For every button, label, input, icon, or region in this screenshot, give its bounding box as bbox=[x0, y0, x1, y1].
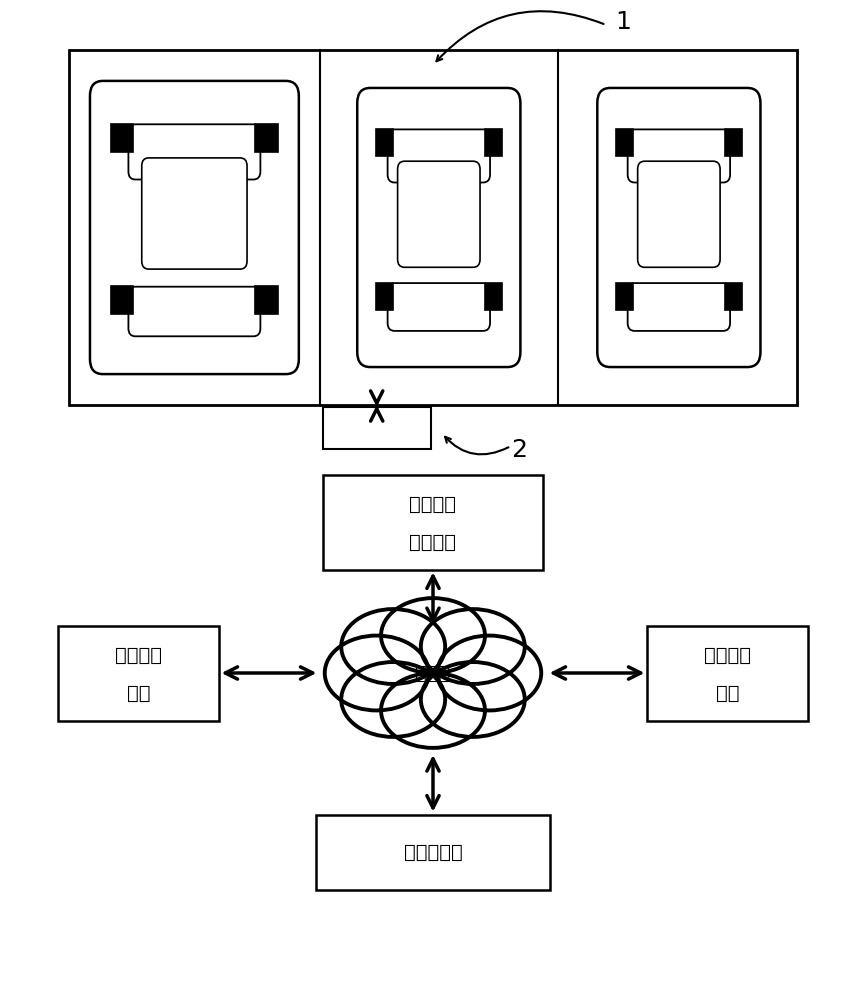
Bar bbox=[322, 475, 544, 570]
Ellipse shape bbox=[421, 609, 525, 684]
Bar bbox=[376, 129, 393, 156]
FancyBboxPatch shape bbox=[90, 81, 299, 374]
Bar bbox=[725, 129, 742, 156]
Text: 户端: 户端 bbox=[126, 684, 151, 702]
Ellipse shape bbox=[373, 637, 493, 709]
Bar bbox=[647, 626, 807, 720]
Text: 互联网: 互联网 bbox=[416, 664, 450, 682]
FancyBboxPatch shape bbox=[628, 129, 730, 182]
Bar bbox=[255, 124, 278, 152]
Text: 户端: 户端 bbox=[715, 684, 740, 702]
Ellipse shape bbox=[437, 636, 541, 710]
FancyBboxPatch shape bbox=[628, 283, 730, 331]
FancyBboxPatch shape bbox=[388, 129, 490, 182]
FancyBboxPatch shape bbox=[637, 161, 721, 267]
Bar bbox=[485, 283, 501, 310]
FancyBboxPatch shape bbox=[142, 158, 247, 269]
Bar bbox=[59, 626, 218, 720]
Bar bbox=[255, 286, 278, 314]
FancyBboxPatch shape bbox=[397, 161, 480, 267]
Text: 2: 2 bbox=[512, 438, 527, 462]
Bar bbox=[616, 129, 633, 156]
Ellipse shape bbox=[341, 609, 445, 684]
FancyBboxPatch shape bbox=[388, 283, 490, 331]
Bar bbox=[376, 283, 393, 310]
Ellipse shape bbox=[421, 662, 525, 737]
Text: 出租方客: 出租方客 bbox=[704, 646, 751, 664]
FancyBboxPatch shape bbox=[598, 88, 760, 367]
Bar bbox=[725, 283, 742, 310]
Bar bbox=[111, 286, 133, 314]
Bar bbox=[69, 50, 797, 405]
Text: 识别车闸: 识别车闸 bbox=[410, 532, 456, 552]
Text: 1: 1 bbox=[616, 10, 631, 34]
FancyBboxPatch shape bbox=[358, 88, 520, 367]
Ellipse shape bbox=[381, 673, 485, 748]
FancyBboxPatch shape bbox=[128, 124, 261, 180]
Ellipse shape bbox=[325, 636, 429, 710]
Bar bbox=[485, 129, 501, 156]
Bar bbox=[322, 407, 430, 449]
Ellipse shape bbox=[341, 662, 445, 737]
Bar bbox=[316, 814, 550, 890]
Text: 自动车牌: 自动车牌 bbox=[410, 494, 456, 514]
Text: 云端服务器: 云端服务器 bbox=[404, 842, 462, 861]
Bar bbox=[111, 124, 133, 152]
Ellipse shape bbox=[381, 598, 485, 673]
Bar bbox=[616, 283, 633, 310]
FancyBboxPatch shape bbox=[128, 287, 261, 336]
Text: 承租方客: 承租方客 bbox=[115, 646, 162, 664]
